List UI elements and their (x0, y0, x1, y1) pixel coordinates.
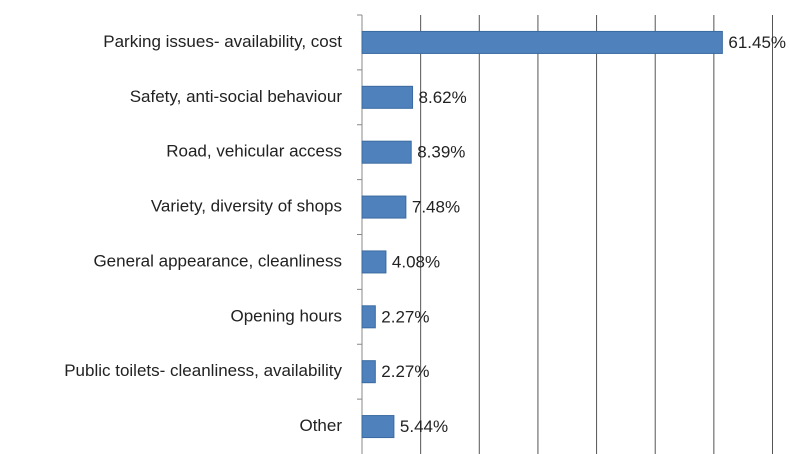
value-label: 8.62% (419, 88, 467, 107)
value-label: 7.48% (412, 198, 460, 217)
y-tick-label: Public toilets- cleanliness, availabilit… (64, 361, 342, 380)
y-tick-label: Opening hours (230, 306, 342, 325)
y-tick-label: Road, vehicular access (166, 142, 342, 161)
bar (361, 195, 407, 219)
y-tick-label: Other (299, 416, 342, 435)
bar (361, 360, 376, 384)
y-tick-label: Safety, anti-social behaviour (130, 87, 343, 106)
bar (361, 30, 723, 54)
bar (361, 140, 412, 164)
value-label: 4.08% (392, 252, 440, 271)
y-tick-label: General appearance, cleanliness (93, 251, 342, 270)
bar (361, 305, 376, 329)
y-tick-label: Parking issues- availability, cost (103, 32, 342, 51)
value-label: 2.27% (381, 362, 429, 381)
value-label: 5.44% (400, 417, 448, 436)
bar (361, 250, 387, 274)
value-label: 2.27% (381, 307, 429, 326)
bar (361, 415, 395, 439)
bar (361, 85, 414, 109)
value-label: 61.45% (728, 33, 786, 52)
y-tick-label: Variety, diversity of shops (151, 197, 342, 216)
value-label: 8.39% (417, 143, 465, 162)
